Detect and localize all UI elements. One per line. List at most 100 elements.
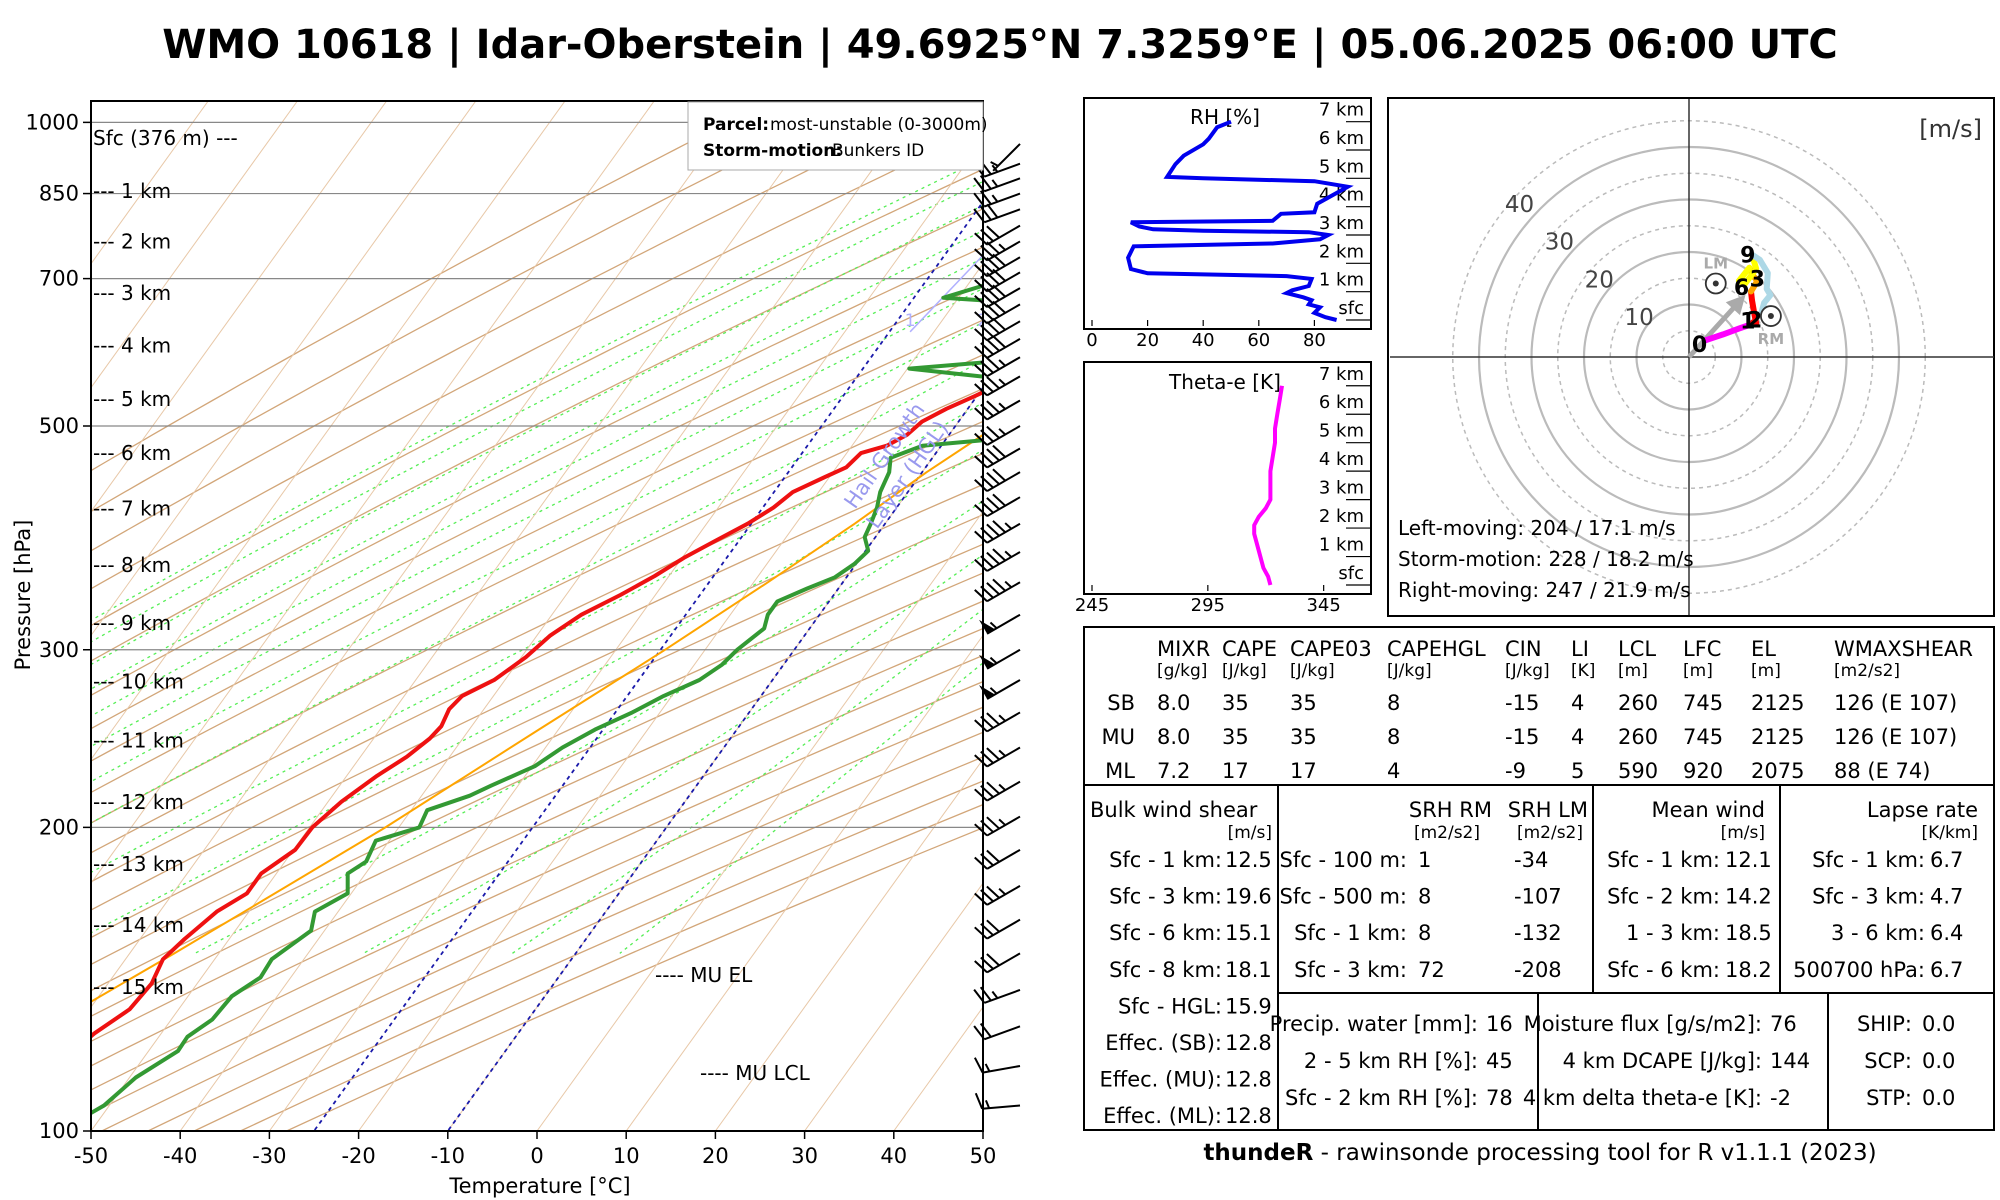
panel-km-label: sfc [1338,563,1364,584]
table-unit: [K/km] [1921,823,1978,843]
isotherm [714,758,983,1131]
storm-motion-arrowhead [1725,294,1746,316]
skewt-frame [90,100,984,1132]
isotherm [91,101,655,885]
hodograph-height-label: 3 [1750,267,1765,292]
moisture-row-value: 45 [1486,1049,1513,1073]
panel-km-label: 5 km [1319,156,1364,177]
isotherm [358,262,983,1131]
panel-km-label: 2 km [1319,506,1364,527]
panel-km-label: 7 km [1319,364,1364,385]
parcel-col-header: WMAXSHEAR [1834,637,1973,661]
hodograph-height-label: 2 [1747,309,1762,334]
p-tick-label: 100 [39,1119,79,1143]
wind-barb [973,175,1021,193]
dry-adiabat [91,101,771,472]
p-tick-label: 200 [39,815,79,839]
indices-tables [1083,626,1995,1131]
table-row-label: Sfc - HGL: [1118,994,1222,1018]
hodograph-height-label: 9 [1740,244,1755,269]
x-tick-label: -50 [74,1144,108,1168]
hodograph-legend: Left-moving: 204 / 17.1 m/s Storm-motion… [1398,516,1694,602]
temperature-profile [91,390,983,1039]
wind-barb [974,356,1021,378]
height-label: --- 10 km [93,670,184,694]
isotherm [91,101,566,761]
wind-barb [974,746,1021,768]
srh-row-label: Sfc - 100 m: [1280,848,1408,872]
parcel-col-unit: [m2/s2] [1834,661,1900,681]
parcel-cell: 8.0 [1157,725,1190,749]
wind-barb [974,268,1021,293]
mixing-ratio-label: 4 [1055,311,1066,331]
parcel-cell: 35 [1222,691,1249,715]
parcel-cell: 5 [1571,759,1584,783]
isotherm [91,101,744,1008]
theta-e-profile-line [1252,385,1284,586]
footer-bold: thundeR [1203,1140,1314,1166]
legend-storm-value: Bunkers ID [832,141,924,161]
wind-barb [974,548,1021,572]
table-row-label: Sfc - 1 km: [1109,848,1222,872]
moisture-row-label: Precip. water [mm]: [1270,1012,1478,1036]
moisture-row-value: 16 [1486,1012,1513,1036]
dry-adiabat [91,452,983,883]
footer-text: - rawinsonde processing tool for R v1.1.… [1313,1140,1877,1166]
hodograph-ring-label: 30 [1545,230,1574,256]
dry-adiabat [91,319,983,762]
parcel-cell: 590 [1618,759,1658,783]
table-row-value: 14.2 [1725,885,1772,909]
srh-lm-value: -208 [1514,958,1562,982]
isotherm [91,101,388,513]
panel-km-label: 3 km [1319,213,1364,234]
parcel-cell: 2125 [1751,691,1804,715]
parcel-col-unit: [g/kg] [1157,661,1207,681]
wind-barb [973,986,1021,1004]
parcel-legend: Parcel: most-unstable (0-3000m) Storm-mo… [687,101,988,171]
x-tick-label: -20 [341,1144,375,1168]
height-label: --- 11 km [93,728,184,752]
panel-km-label: 7 km [1319,100,1364,121]
wind-barb [973,1057,1021,1074]
height-label: --- 8 km [93,553,171,577]
parcel-col-unit: [m] [1618,661,1648,681]
rh-panel-frame [1083,97,1372,330]
composite-row-value: 0.0 [1922,1012,1955,1036]
srh-row-label: Sfc - 3 km: [1294,958,1407,982]
dry-adiabat [91,168,983,627]
table-row-value: 12.5 [1225,848,1272,872]
panel-x-tick-label: 245 [1075,595,1109,616]
hodograph-height-label: 0 [1692,333,1707,358]
panel-x-tick-label: 20 [1136,330,1159,351]
parcel-col-unit: [J/kg] [1290,661,1335,681]
srh-row-label: Sfc - 500 m: [1280,885,1408,909]
flux-row-value: 76 [1770,1012,1797,1036]
table-row-label: Sfc - 3 km: [1812,885,1925,909]
parcel-cell: 920 [1683,759,1723,783]
wind-barb [974,240,1021,262]
height-label: --- 4 km [93,333,171,357]
x-tick-label: 10 [613,1144,640,1168]
wind-barb [974,468,1021,493]
table-row-value: 18.1 [1225,958,1272,982]
skewt-y-axis-label: Pressure [hPa] [11,520,35,671]
footer-credit: thundeR - rawinsonde processing tool for… [1080,1140,2000,1166]
table-row-value: 18.2 [1725,958,1772,982]
table-row-label: 500700 hPa: [1793,958,1925,982]
lm-marker-dot [1712,280,1719,287]
dry-adiabat [91,600,983,1017]
srh-rm-value: 72 [1418,958,1445,982]
parcel-col-header: LI [1571,637,1589,661]
isotherm [804,882,983,1131]
parcel-cell: 17 [1290,759,1317,783]
dry-adiabat [91,208,983,662]
hodograph-ring-label: 40 [1505,192,1534,218]
parcel-table: MIXR[g/kg]CAPE[J/kg]CAPE03[J/kg]CAPEHGL[… [1102,637,1973,783]
wind-barb [979,613,1021,635]
hodograph-height-label: 1 [1740,309,1755,334]
table-row-label: 3 - 6 km: [1831,921,1925,945]
theta-e-panel-title: Theta-e [K] [1168,370,1281,394]
isotherm [91,101,477,637]
panel-x-tick-label: 40 [1192,330,1215,351]
